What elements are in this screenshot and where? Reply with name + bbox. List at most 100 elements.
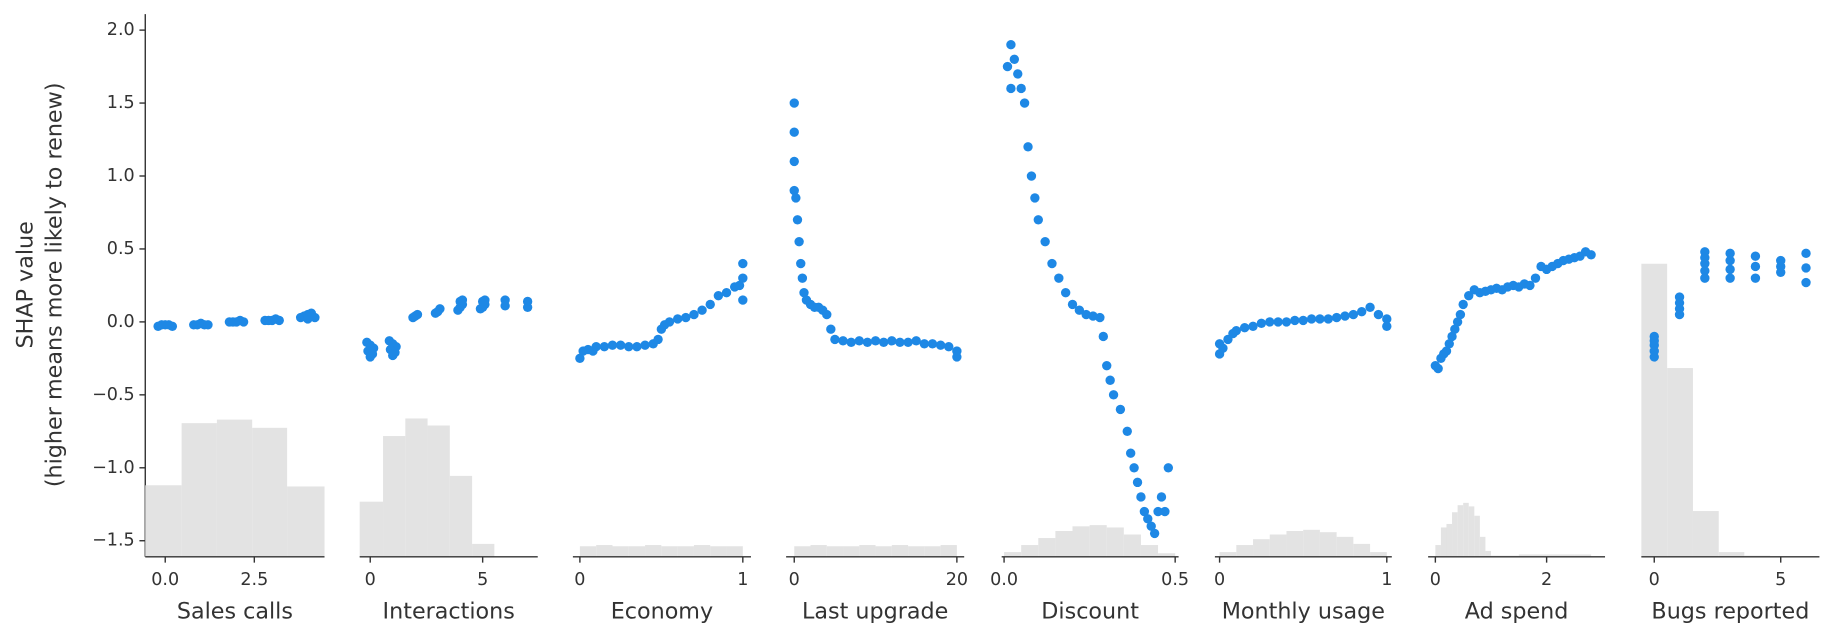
histogram-bar [1641, 263, 1668, 557]
histogram-bar [1353, 543, 1371, 557]
point [1218, 343, 1228, 353]
point [830, 334, 840, 345]
point [1040, 236, 1050, 247]
histogram-bar [1286, 530, 1304, 557]
point [1750, 251, 1761, 261]
point [1450, 324, 1460, 334]
point [1125, 448, 1136, 458]
point [1290, 315, 1300, 326]
x-tick-label: 0 [1214, 570, 1225, 590]
point [895, 337, 905, 348]
point [713, 290, 724, 301]
point [927, 339, 938, 349]
point [796, 258, 806, 269]
point [919, 339, 930, 349]
histogram-bar [1021, 545, 1039, 557]
point [1700, 266, 1710, 276]
point [1095, 312, 1105, 323]
point [789, 156, 799, 167]
point [794, 236, 804, 247]
point [1160, 506, 1170, 517]
point [826, 324, 836, 334]
point [1447, 331, 1457, 342]
histogram-bar [875, 546, 892, 557]
histogram-bar [596, 545, 613, 557]
point [1674, 292, 1685, 302]
histogram-bar [383, 436, 406, 557]
point [738, 273, 748, 283]
point [1750, 273, 1761, 283]
y-tick-label: 0.0 [107, 312, 135, 332]
point [1525, 280, 1535, 291]
histogram-bar [843, 546, 860, 557]
point [1132, 477, 1143, 488]
point [1725, 273, 1735, 283]
x-tick-label: 0 [1649, 570, 1660, 590]
y-tick-label: −0.5 [92, 385, 135, 405]
point [1143, 514, 1153, 524]
x-tick-label: 0 [574, 570, 585, 590]
point [1033, 215, 1043, 225]
point [1373, 309, 1384, 320]
histogram-bar [359, 501, 384, 557]
point [1331, 312, 1342, 323]
histogram-bar [181, 423, 217, 557]
point [1433, 363, 1443, 374]
point [664, 317, 675, 327]
point [1530, 273, 1541, 283]
point [789, 98, 799, 108]
point [1306, 314, 1317, 324]
y-tick-label: 0.5 [107, 239, 135, 259]
point [1801, 277, 1811, 288]
point [1444, 339, 1454, 349]
point [797, 273, 808, 283]
histogram-bar [1123, 534, 1141, 557]
histogram-bar [628, 546, 646, 557]
histogram-bar [677, 546, 694, 557]
point [887, 336, 897, 346]
point [1108, 390, 1119, 400]
point [1163, 463, 1174, 473]
point [1725, 264, 1735, 275]
histogram-bar [794, 546, 811, 557]
histogram-bar [1370, 552, 1387, 557]
histogram-bar [472, 543, 495, 557]
point [1149, 528, 1160, 539]
point [1098, 331, 1108, 342]
point [697, 305, 707, 315]
point [734, 280, 745, 291]
point [1153, 506, 1163, 517]
point [1801, 248, 1811, 259]
point [854, 336, 864, 346]
point [624, 342, 634, 352]
histogram-bar [693, 545, 711, 557]
y-tick-label: 1.5 [107, 93, 135, 113]
x-axis-label: Economy [611, 598, 713, 624]
point [791, 193, 801, 203]
histogram-bar [1038, 538, 1056, 557]
histogram-bar [1236, 545, 1254, 557]
x-axis-label: Ad spend [1465, 598, 1569, 624]
point [1281, 317, 1292, 327]
point [952, 352, 962, 362]
point [1054, 273, 1064, 283]
histogram-bar [1158, 553, 1176, 557]
point [1315, 314, 1325, 324]
point [1060, 288, 1071, 298]
point [653, 334, 663, 345]
point [306, 308, 317, 318]
histogram-bar [1718, 552, 1745, 557]
histogram-bar [1319, 532, 1337, 557]
x-tick-label: 2 [1541, 570, 1552, 590]
point [1102, 360, 1112, 371]
point [1013, 69, 1023, 79]
point [672, 314, 683, 324]
x-tick-label: 1 [737, 570, 748, 590]
point [935, 340, 946, 350]
histogram-bar [810, 545, 827, 557]
x-axis-label: Discount [1041, 598, 1139, 624]
x-tick-label: 5 [1775, 570, 1786, 590]
point [1750, 261, 1761, 272]
